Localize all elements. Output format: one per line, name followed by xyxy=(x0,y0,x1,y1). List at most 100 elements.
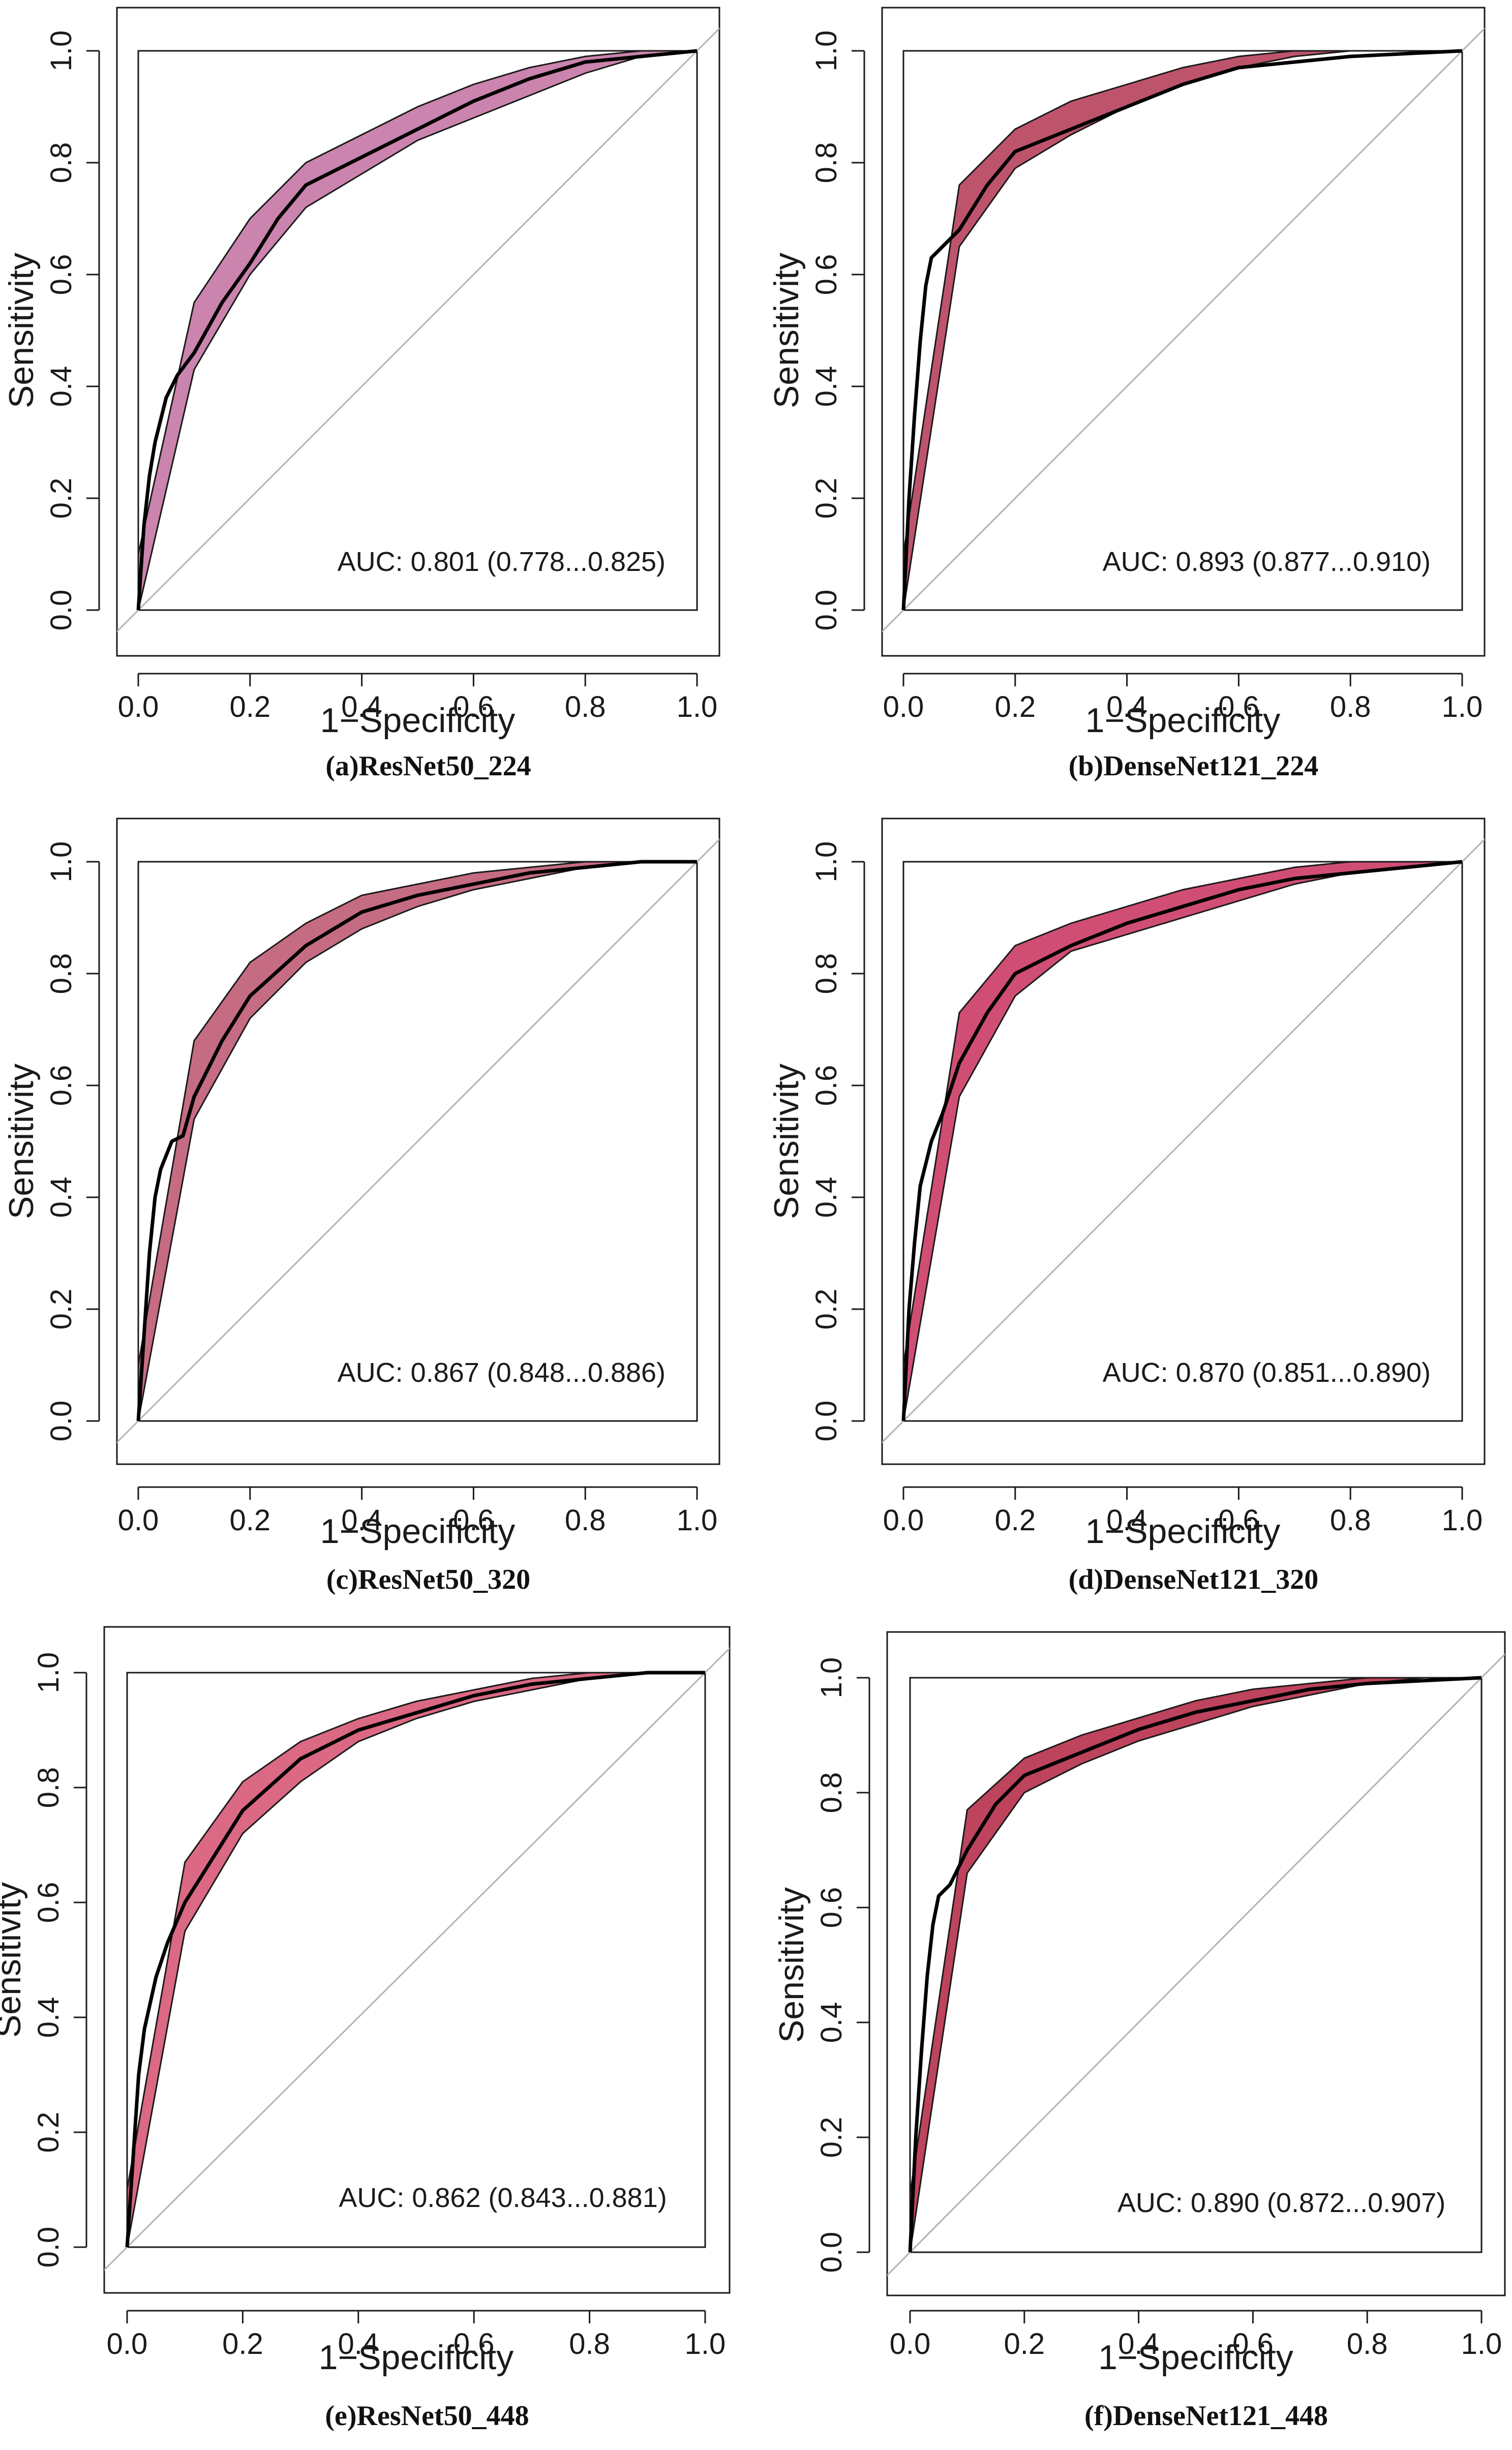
y-tick-label: 0.6 xyxy=(815,1887,848,1928)
x-axis-title: 1−Specificity xyxy=(1085,1512,1281,1551)
x-axis-title: 1−Specificity xyxy=(1085,701,1281,740)
y-axis-title: Sensitivity xyxy=(2,253,41,408)
y-tick-label: 0.0 xyxy=(32,2227,65,2268)
x-tick-label: 0.2 xyxy=(229,1504,270,1537)
roc-curve xyxy=(136,860,697,1421)
x-tick-label: 0.2 xyxy=(994,1504,1036,1537)
plot-frame xyxy=(886,1631,1506,2296)
roc-panel: 0.0 0.2 0.4 0.6 0.8 1.0 0.0 0.2 0.4 0.6 0.8 1.0 1−Sp… xyxy=(767,7,1486,782)
x-axis-title: 1−Specificity xyxy=(320,701,516,740)
plot-area-box xyxy=(137,861,698,1422)
plot-frame xyxy=(116,7,720,657)
auc-annotation: AUC: 0.893 (0.877...0.910) xyxy=(1103,547,1431,577)
roc-curve xyxy=(901,860,1463,1421)
y-tick-label: 0.2 xyxy=(810,1289,843,1330)
y-tick-label: 0.0 xyxy=(810,1401,843,1442)
x-tick-label: 0.4 xyxy=(1106,690,1147,723)
x-tick-label: 0.4 xyxy=(1118,2327,1159,2361)
x-tick-label: 1.0 xyxy=(677,1504,718,1537)
x-tick-label: 0.4 xyxy=(341,1504,382,1537)
roc-panel: 0.0 0.2 0.4 0.6 0.8 1.0 0.0 0.2 0.4 0.6 0.8 1.0 1−Sp… xyxy=(2,7,720,782)
x-tick-label: 0.8 xyxy=(1347,2327,1388,2361)
auc-annotation: AUC: 0.862 (0.843...0.881) xyxy=(339,2183,667,2213)
x-tick-label: 0.8 xyxy=(1330,690,1371,723)
y-tick-label: 0.0 xyxy=(815,2232,848,2273)
y-tick-label: 0.4 xyxy=(810,1177,843,1218)
x-tick-label: 0.4 xyxy=(341,690,382,723)
x-tick-label: 0.6 xyxy=(1218,1504,1259,1537)
x-tick-label: 0.8 xyxy=(569,2327,610,2361)
panel-caption: (a)ResNet50_224 xyxy=(325,750,531,782)
auc-annotation: AUC: 0.890 (0.872...0.907) xyxy=(1117,2188,1445,2218)
y-tick-label: 1.0 xyxy=(810,31,843,72)
roc-panel: 0.0 0.2 0.4 0.6 0.8 1.0 0.0 0.2 0.4 0.6 0.8 1.0 1−Sp… xyxy=(2,818,720,1595)
y-axis-title: Sensitivity xyxy=(772,1887,811,2043)
y-tick-label: 0.8 xyxy=(815,1772,848,1813)
plot-area-box xyxy=(902,50,1463,611)
roc-panel: 0.0 0.2 0.4 0.6 0.8 1.0 0.0 0.2 0.4 0.6 0.8 1.0 1−Sp… xyxy=(0,1626,731,2432)
y-axis-title: Sensitivity xyxy=(767,1064,806,1219)
x-tick-label: 0.8 xyxy=(1330,1504,1371,1537)
y-tick-label: 0.0 xyxy=(45,1401,78,1442)
roc-curve xyxy=(908,1676,1482,2253)
x-tick-label: 0.0 xyxy=(890,2327,931,2361)
panel-caption: (f)DenseNet121_448 xyxy=(1084,2400,1328,2432)
diagonal-reference-line xyxy=(882,27,1485,633)
y-tick-label: 0.6 xyxy=(45,254,78,295)
y-tick-label: 0.6 xyxy=(810,254,843,295)
x-tick-label: 0.0 xyxy=(118,1504,159,1537)
x-tick-label: 0.6 xyxy=(453,690,494,723)
x-axis-title: 1−Specificity xyxy=(319,2338,514,2377)
y-axis-title: Sensitivity xyxy=(2,1064,41,1219)
y-tick-label: 0.8 xyxy=(810,953,843,994)
y-tick-label: 0.8 xyxy=(32,1767,65,1808)
x-tick-label: 1.0 xyxy=(1461,2327,1502,2361)
y-axis-title: Sensitivity xyxy=(0,1882,28,2038)
x-tick-label: 0.0 xyxy=(118,690,159,723)
x-tick-label: 0.4 xyxy=(338,2327,379,2361)
x-tick-label: 0.6 xyxy=(1218,690,1259,723)
panel-caption: (c)ResNet50_320 xyxy=(326,1564,530,1595)
x-axis-title: 1−Specificity xyxy=(1098,2338,1293,2377)
panel-caption: (d)DenseNet121_320 xyxy=(1069,1564,1318,1595)
x-tick-label: 0.2 xyxy=(1004,2327,1045,2361)
y-tick-label: 1.0 xyxy=(32,1652,65,1693)
x-tick-label: 0.2 xyxy=(994,690,1036,723)
y-tick-label: 0.2 xyxy=(810,478,843,519)
diagonal-reference-line xyxy=(117,838,719,1444)
x-tick-label: 0.4 xyxy=(1106,1504,1147,1537)
x-tick-label: 0.0 xyxy=(883,1504,924,1537)
y-tick-label: 0.4 xyxy=(45,1177,78,1218)
auc-annotation: AUC: 0.801 (0.778...0.825) xyxy=(338,547,666,577)
x-tick-label: 1.0 xyxy=(1442,690,1483,723)
y-tick-label: 0.4 xyxy=(815,2002,848,2043)
x-tick-label: 0.2 xyxy=(222,2327,263,2361)
roc-curve xyxy=(136,49,698,611)
y-tick-label: 0.4 xyxy=(32,1997,65,2038)
roc-panel: 0.0 0.2 0.4 0.6 0.8 1.0 0.0 0.2 0.4 0.6 0.8 1.0 1−Sp… xyxy=(767,818,1486,1595)
panel-caption: (b)DenseNet121_224 xyxy=(1069,750,1318,782)
y-tick-label: 0.8 xyxy=(810,142,843,184)
plot-frame xyxy=(103,1626,731,2294)
plot-frame xyxy=(116,818,720,1465)
roc-panel: 0.0 0.2 0.4 0.6 0.8 1.0 0.0 0.2 0.4 0.6 0.8 1.0 1−Sp… xyxy=(772,1631,1506,2432)
x-tick-label: 0.2 xyxy=(229,690,270,723)
roc-curve xyxy=(901,49,1463,611)
x-axis-title: 1−Specificity xyxy=(320,1512,516,1551)
y-tick-label: 1.0 xyxy=(810,841,843,883)
y-tick-label: 0.0 xyxy=(810,590,843,631)
roc-curve xyxy=(125,1671,705,2248)
y-tick-label: 1.0 xyxy=(45,841,78,883)
plot-area-box xyxy=(137,50,698,611)
x-tick-label: 0.8 xyxy=(565,1504,606,1537)
x-tick-label: 0.6 xyxy=(453,2327,495,2361)
x-tick-label: 0.6 xyxy=(1232,2327,1274,2361)
y-tick-label: 0.2 xyxy=(815,2117,848,2158)
plot-frame xyxy=(881,7,1486,657)
x-tick-label: 1.0 xyxy=(1442,1504,1483,1537)
diagonal-reference-line xyxy=(882,838,1485,1444)
y-tick-label: 0.4 xyxy=(810,366,843,407)
auc-annotation: AUC: 0.867 (0.848...0.886) xyxy=(338,1357,666,1388)
y-tick-label: 1.0 xyxy=(45,31,78,72)
